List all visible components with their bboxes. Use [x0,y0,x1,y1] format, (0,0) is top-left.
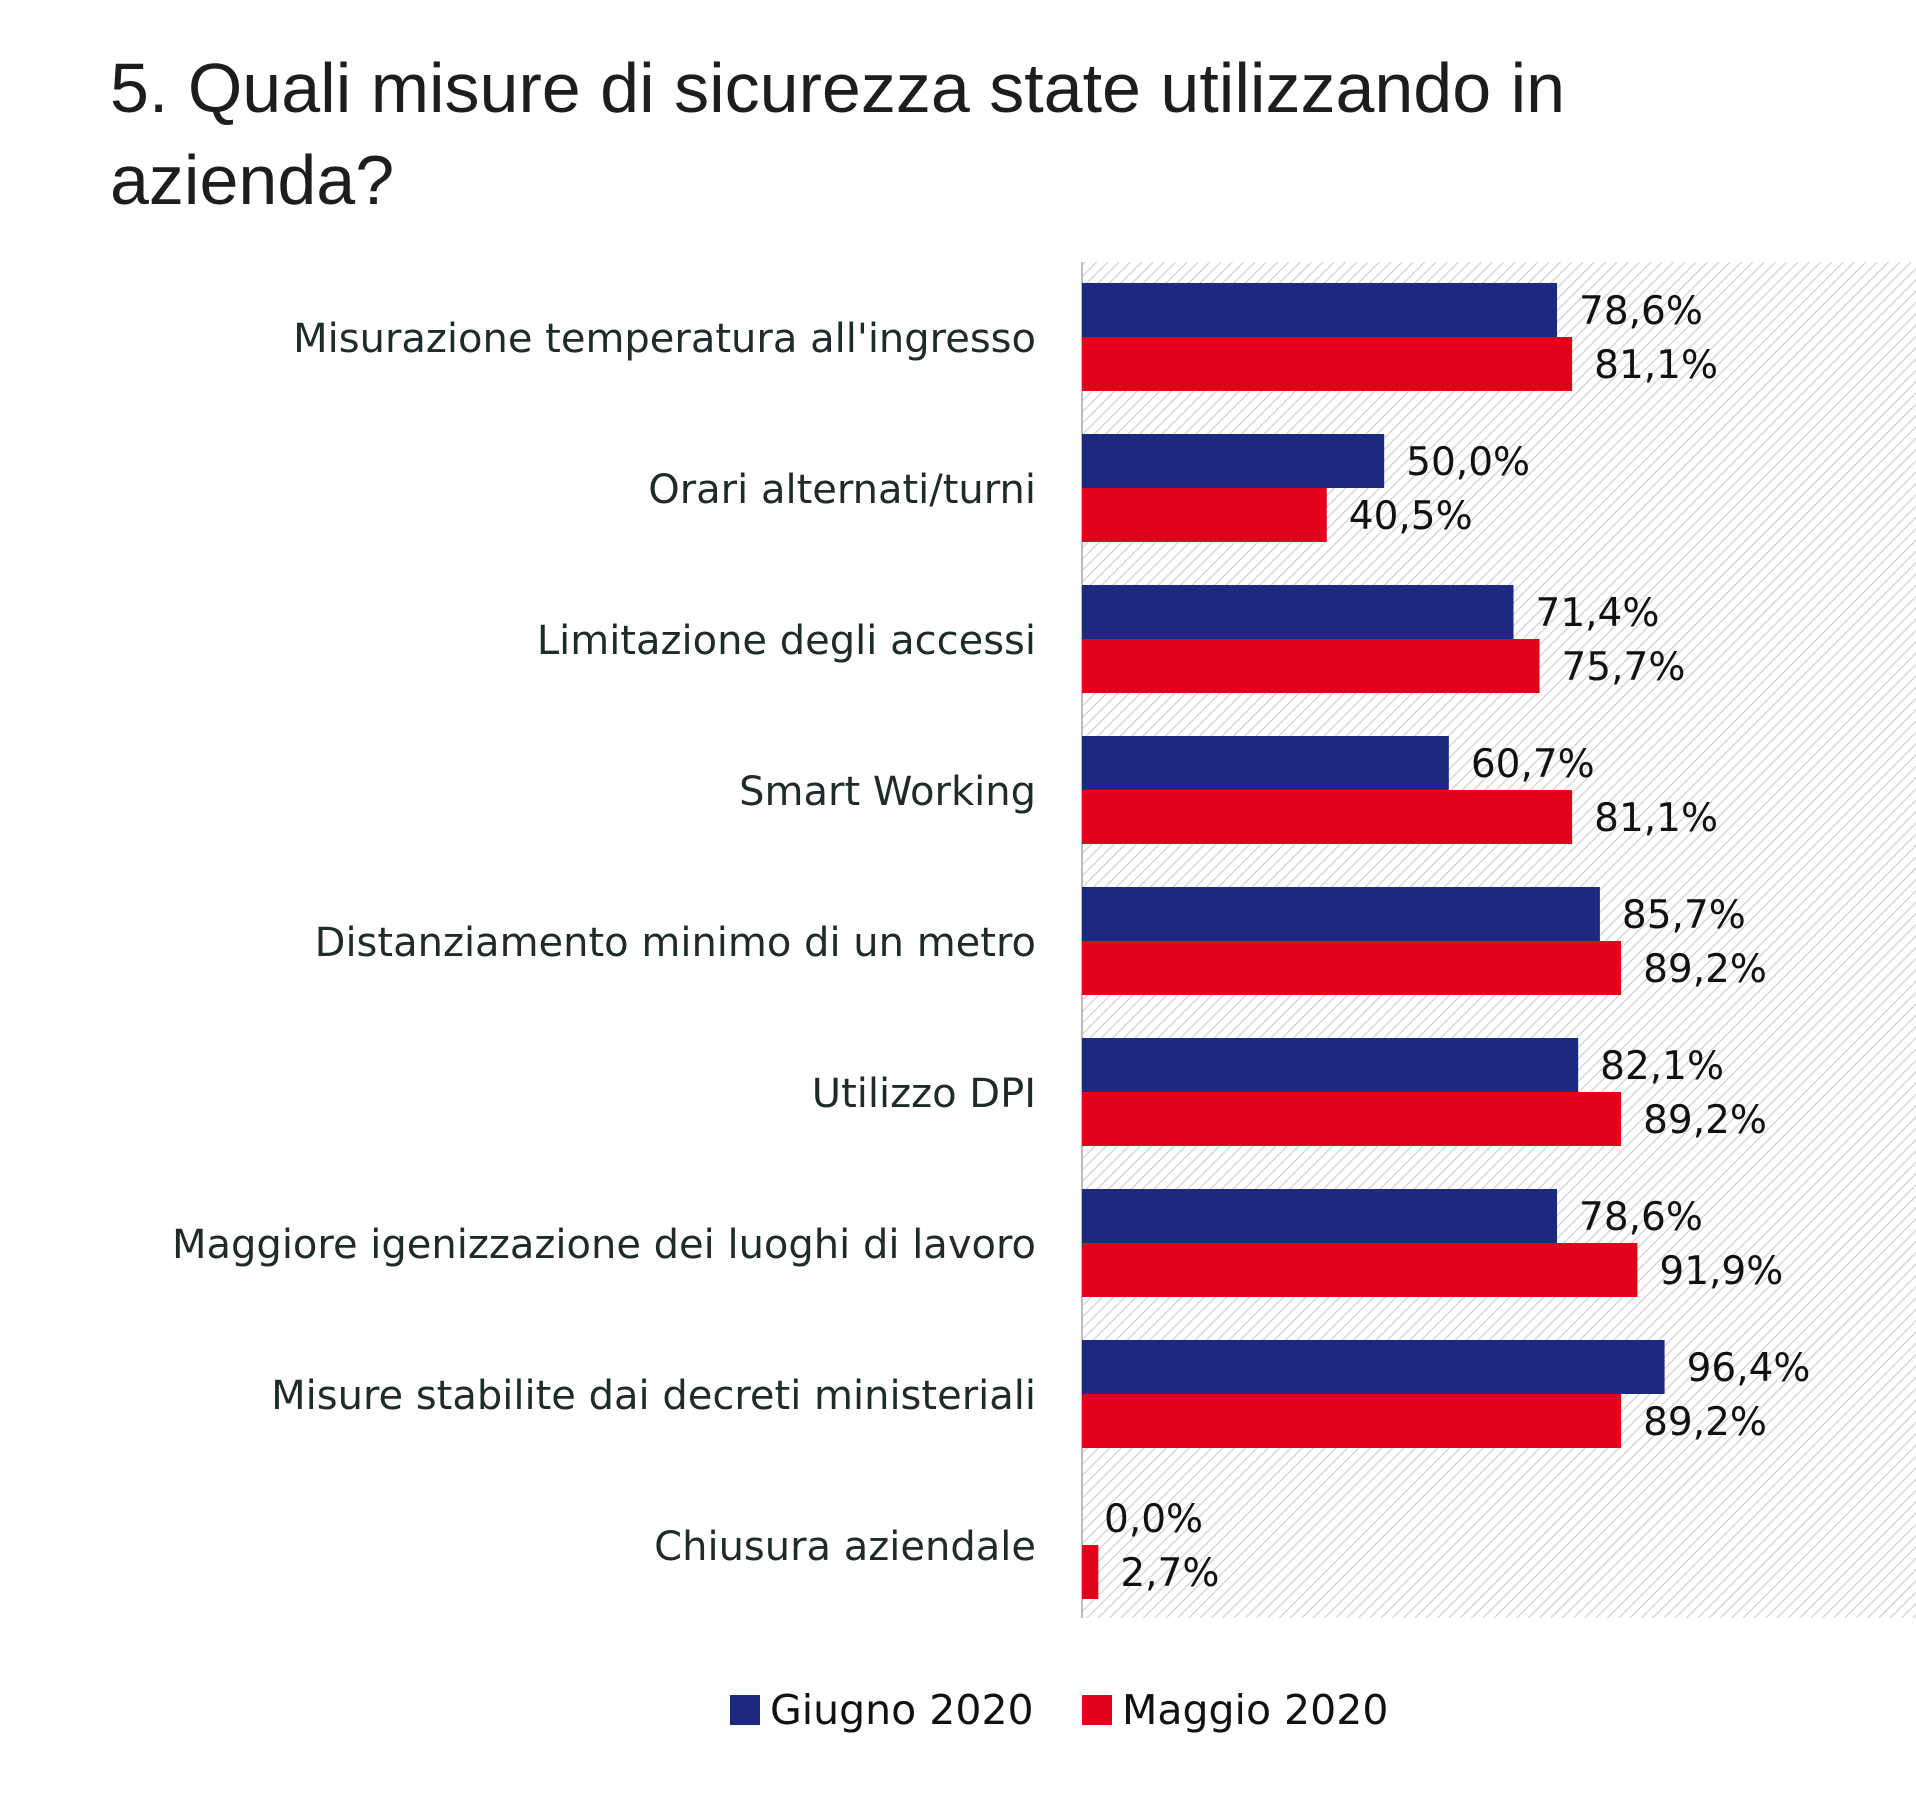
bar-maggio-3 [1082,790,1573,844]
data-label: 0,0% [1104,1497,1203,1542]
data-label: 40,5% [1349,494,1473,539]
bar-giugno-4 [1082,887,1600,941]
bar-giugno-7 [1082,1340,1665,1394]
bar-maggio-8 [1082,1545,1099,1599]
bar-giugno-1 [1082,434,1385,488]
bar-maggio-0 [1082,337,1573,391]
data-label: 85,7% [1622,893,1746,938]
data-label: 71,4% [1536,591,1660,636]
category-label: Misurazione temperatura all'ingresso [293,316,1036,362]
data-label: 81,1% [1594,796,1718,841]
category-label: Chiusura aziendale [654,1524,1036,1570]
data-label: 89,2% [1643,1400,1767,1445]
legend-label: Giugno 2020 [770,1686,1034,1734]
bar-maggio-6 [1082,1243,1638,1297]
bar-giugno-0 [1082,283,1558,337]
category-label: Utilizzo DPI [812,1071,1036,1117]
category-label: Limitazione degli accessi [537,618,1036,664]
data-label: 78,6% [1579,1195,1703,1240]
bar-giugno-2 [1082,585,1514,639]
legend-swatch [1082,1695,1112,1725]
legend-label: Maggio 2020 [1122,1686,1388,1734]
chart-title: 5. Quali misure di sicurezza state utili… [110,49,1566,219]
data-label: 60,7% [1471,742,1595,787]
data-label: 96,4% [1687,1346,1811,1391]
bar-maggio-4 [1082,941,1622,995]
bar-giugno-6 [1082,1189,1558,1243]
bar-giugno-3 [1082,736,1449,790]
bar-maggio-1 [1082,488,1327,542]
data-label: 78,6% [1579,289,1703,334]
data-label: 89,2% [1643,947,1767,992]
category-label: Distanziamento minimo di un metro [315,920,1036,966]
category-label: Smart Working [739,769,1036,815]
data-label: 75,7% [1561,645,1685,690]
data-label: 81,1% [1594,343,1718,388]
data-label: 91,9% [1659,1249,1783,1294]
data-label: 2,7% [1120,1551,1219,1596]
bar-maggio-2 [1082,639,1540,693]
data-label: 50,0% [1406,440,1530,485]
category-label: Maggiore igenizzazione dei luoghi di lav… [172,1222,1036,1268]
data-label: 82,1% [1600,1044,1724,1089]
category-label: Orari alternati/turni [648,467,1036,513]
bar-maggio-7 [1082,1394,1622,1448]
legend-swatch [730,1695,760,1725]
bar-maggio-5 [1082,1092,1622,1146]
data-label: 89,2% [1643,1098,1767,1143]
bar-giugno-5 [1082,1038,1579,1092]
legend: Giugno 2020 Maggio 2020 [730,1686,1388,1734]
category-label: Misure stabilite dai decreti ministerial… [271,1373,1036,1419]
